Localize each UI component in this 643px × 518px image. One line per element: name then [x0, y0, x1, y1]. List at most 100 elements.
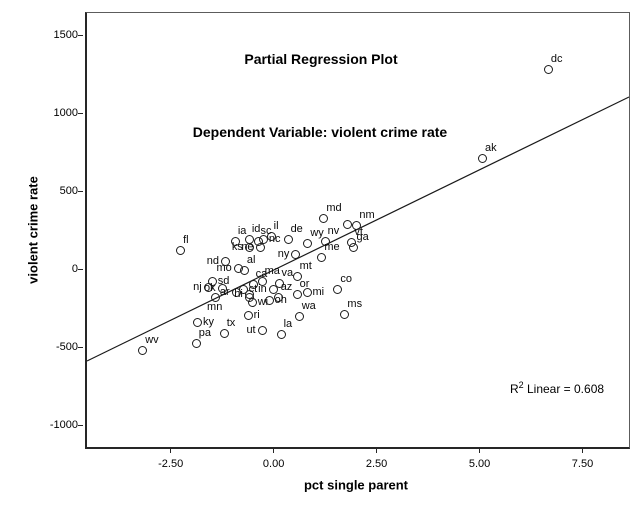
point-marker-circle	[220, 256, 230, 266]
point-label: ms	[347, 298, 363, 311]
point-label: me	[324, 240, 340, 253]
point-marker-circle	[217, 283, 227, 293]
plot-area: dc ak md nm vt ga nv wy me de il sc nc id ia ks ne fl ny nd…	[85, 12, 630, 449]
point-label: il	[273, 220, 279, 233]
y-tick-mark	[78, 268, 83, 270]
point-label: ky	[202, 316, 214, 329]
point-marker-circle	[273, 292, 283, 302]
point-marker-circle	[291, 249, 301, 259]
point-marker-circle	[268, 285, 278, 295]
point-label: vt	[354, 225, 363, 238]
r-squared-prefix: R	[509, 382, 519, 396]
point-marker-circle	[219, 329, 229, 339]
point-label: pa	[198, 327, 211, 340]
point-label: sd	[217, 274, 230, 287]
x-tick-label: -2.50	[158, 458, 184, 470]
r-squared-sup: 2	[518, 380, 524, 390]
x-tick-label: 2.50	[365, 458, 388, 470]
point-label: ca	[255, 268, 268, 281]
x-tick-mark	[170, 448, 172, 453]
y-tick-mark	[78, 112, 83, 114]
point-marker-circle	[352, 220, 362, 230]
y-tick-mark	[78, 34, 83, 36]
point-marker-circle	[192, 318, 202, 328]
point-marker-circle	[319, 213, 329, 223]
point-label: ri	[253, 309, 260, 322]
point-marker-circle	[230, 236, 240, 246]
x-axis-title: pct single parent	[303, 477, 409, 493]
point-marker-circle	[317, 252, 327, 262]
x-tick-mark	[479, 448, 481, 453]
point-marker-circle	[302, 287, 312, 297]
r-squared-annotation: R2 Linear = 0.608	[510, 380, 604, 396]
point-label: de	[290, 222, 303, 235]
r-squared-rest: Linear = 0.608	[523, 382, 605, 396]
y-tick-label: -500	[55, 340, 78, 353]
point-label: mo	[216, 261, 232, 274]
point-marker-circle	[274, 278, 284, 288]
point-marker-circle	[477, 154, 487, 164]
point-marker-circle	[333, 284, 343, 294]
point-label: ak	[484, 142, 497, 155]
point-label: mi	[312, 285, 325, 298]
point-marker-circle	[247, 298, 257, 308]
point-label: hi	[234, 288, 243, 301]
point-label: ma	[264, 264, 280, 277]
point-label: la	[283, 318, 293, 331]
y-tick-label: 1000	[53, 106, 78, 119]
x-tick-mark	[376, 448, 378, 453]
point-label: nd	[206, 254, 219, 267]
x-tick-mark	[582, 448, 584, 453]
x-tick-label: 7.50	[571, 458, 594, 470]
point-label: ks	[231, 240, 243, 253]
point-label: nj	[193, 280, 202, 293]
point-marker-circle	[203, 282, 213, 292]
chart-subtitle: Dependent Variable: violent crime rate	[192, 124, 448, 140]
point-label: ny	[277, 247, 290, 260]
point-marker-circle	[292, 289, 302, 299]
point-label: sc	[260, 224, 272, 237]
point-marker-circle	[292, 271, 302, 281]
y-tick-mark	[78, 425, 83, 427]
point-marker-circle	[283, 234, 293, 244]
y-tick-label: 500	[59, 184, 78, 197]
point-marker-circle	[244, 242, 254, 252]
point-marker-circle	[210, 292, 220, 302]
point-marker-circle	[320, 236, 330, 246]
point-label: va	[281, 266, 294, 279]
point-marker-circle	[138, 346, 148, 356]
y-tick-label: -1000	[49, 419, 78, 432]
y-tick-mark	[78, 190, 83, 192]
point-label: tx	[226, 317, 236, 330]
point-label: wv	[145, 334, 159, 347]
point-marker-circle	[257, 276, 267, 286]
point-label: fl	[183, 233, 189, 246]
x-tick-mark	[273, 448, 275, 453]
point-marker-circle	[264, 296, 274, 306]
point-marker-circle	[303, 238, 313, 248]
point-marker-circle	[255, 242, 265, 252]
point-marker-circle	[340, 310, 350, 320]
y-tick-label: 0	[71, 262, 78, 275]
point-label: ar	[219, 286, 230, 299]
point-marker-circle	[243, 311, 253, 321]
point-marker-circle	[176, 245, 186, 255]
y-tick-mark	[78, 346, 83, 348]
point-label: co	[340, 272, 353, 285]
point-label: wy	[310, 226, 324, 239]
point-marker-circle	[294, 312, 304, 322]
point-marker-circle	[239, 265, 249, 275]
point-marker-circle	[248, 280, 258, 290]
point-marker-circle	[343, 219, 353, 229]
point-label: wa	[301, 300, 316, 313]
point-label: ct	[248, 282, 258, 295]
point-marker-circle	[543, 64, 553, 74]
point-marker-circle	[349, 242, 359, 252]
point-label: oh	[274, 294, 287, 307]
chart-title: Partial Regression Plot	[244, 51, 398, 67]
point-label: ga	[356, 230, 369, 243]
point-label: id	[251, 222, 261, 235]
point-label: az	[280, 280, 293, 293]
point-label: wi	[257, 296, 269, 309]
